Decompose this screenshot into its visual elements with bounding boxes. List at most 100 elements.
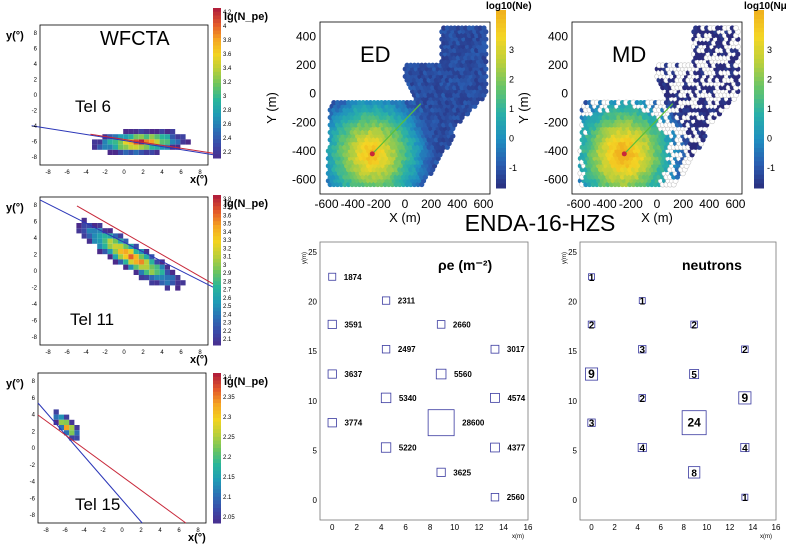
- heatmap-cell: [118, 249, 124, 255]
- heatmap-cell: [175, 134, 181, 140]
- colorbar-segment: [496, 103, 506, 109]
- detector-value-label: 3017: [507, 345, 525, 354]
- heatmap-cell: [112, 134, 118, 140]
- x-tick-label: -4: [83, 170, 89, 176]
- wfcta-plot-1: -8 -6 -4 -2 0 2 4 6 8 8 6 4 2 0 -2 -4 -6 -8 y(°) x(°) 4.2 4 3.…: [6, 8, 268, 186]
- heatmap-cell: [159, 275, 165, 281]
- x-tick-label: 2: [139, 528, 143, 534]
- colorbar-segment: [213, 71, 221, 76]
- colorbar-segment: [754, 103, 764, 109]
- heatmap-cell: [64, 430, 70, 436]
- colorbar-segment: [754, 121, 764, 127]
- heatmap-cell: [144, 259, 150, 265]
- colorbar-segment: [213, 247, 221, 252]
- detector-box: [490, 344, 500, 354]
- colorbar-segment: [213, 150, 221, 155]
- detector-value-label: 5340: [399, 394, 417, 403]
- y-tick-label: -4: [32, 124, 38, 130]
- plot-frame: [319, 241, 529, 521]
- colorbar-segment: [213, 384, 221, 389]
- x-tick-label: 6: [658, 523, 663, 532]
- colorbar-segment: [213, 341, 221, 346]
- detector-value-label: 2560: [507, 493, 525, 502]
- detector-point: [474, 25, 480, 31]
- heatmap-cell: [92, 233, 98, 239]
- colorbar-label: lg(N_pe): [224, 198, 268, 210]
- heatmap-cell: [102, 249, 108, 255]
- heatmap-cell: [133, 254, 139, 260]
- heatmap-cell: [144, 269, 150, 275]
- heatmap-cell: [102, 144, 108, 150]
- y-tick-label: 0: [561, 87, 568, 101]
- colorbar-segment: [213, 255, 221, 260]
- x-tick-label: 14: [748, 523, 757, 532]
- heatmap-cell: [81, 223, 87, 229]
- y-tick-label: -6: [32, 140, 38, 146]
- x-tick-label: -8: [45, 170, 51, 176]
- y-tick-label: 0: [34, 93, 38, 99]
- colorbar-segment: [213, 496, 221, 501]
- colorbar-segment: [213, 202, 221, 207]
- colorbar-segment: [496, 63, 506, 69]
- x-tick-label: 0: [120, 528, 124, 534]
- colorbar-segment: [496, 50, 506, 55]
- colorbar-segment: [213, 232, 221, 237]
- detector-point: [455, 25, 461, 31]
- md-plot: -600 -400 -200 0 200 400 6004002000-200-400-60…: [516, 1, 786, 225]
- heatmap-cell: [102, 233, 108, 239]
- colorbar-tick-label: 3.6: [223, 52, 232, 58]
- x-tick-label: 2: [612, 523, 617, 532]
- colorbar-segment: [496, 134, 506, 140]
- detector-point: [393, 99, 399, 106]
- y-tick-label: 0: [573, 496, 578, 505]
- colorbar-segment: [754, 116, 764, 122]
- wfcta-panel-1: -8 -6 -4 -2 0 2 4 6 8 8 6 4 2 0 -2 -4 -6 -8 y(°) x(°) 4.2 4 3.…: [0, 0, 270, 186]
- colorbar-segment: [496, 107, 506, 113]
- detector-box: [381, 296, 391, 305]
- colorbar-segment: [213, 101, 221, 106]
- detector-box: [380, 392, 392, 404]
- heatmap-cell: [128, 149, 134, 155]
- detector-point: [426, 62, 432, 68]
- colorbar-segment: [496, 85, 506, 91]
- detector-point: [349, 99, 355, 106]
- y-tick-label: 20: [568, 298, 577, 307]
- heatmap-cell: [107, 249, 113, 255]
- heatmap-cell: [180, 139, 186, 145]
- y-tick-label: 6: [32, 396, 36, 402]
- colorbar-tick-label: 2.1: [223, 495, 232, 501]
- y-tick-label: 15: [308, 347, 317, 356]
- colorbar-segment: [496, 179, 506, 185]
- colorbar-segment: [213, 60, 221, 65]
- heatmap-cell: [138, 275, 144, 281]
- colorbar-segment: [754, 170, 764, 176]
- heatmap-cell: [133, 269, 139, 275]
- x-axis-label: X (m): [641, 210, 673, 225]
- y-tick-label: 15: [568, 347, 577, 356]
- colorbar-segment: [213, 519, 221, 524]
- colorbar-segment: [496, 170, 506, 176]
- x-tick-label: 4: [158, 528, 162, 534]
- wfcta-plot-2: -8 -6 -4 -2 0 2 4 6 8 8 6 4 2 0 -2 -4 -6 -8 y(°) x(°) 3.8 3.7…: [6, 195, 268, 366]
- y-axis-label: y(°): [6, 202, 24, 214]
- x-tick-label: -400: [593, 197, 617, 211]
- detector-point: [404, 99, 410, 106]
- colorbar-segment: [496, 67, 506, 73]
- heatmap-cell: [164, 285, 170, 291]
- detector-point: [360, 99, 366, 106]
- x-tick-label: 8: [196, 528, 200, 534]
- colorbar-segment: [213, 273, 221, 278]
- neutron-count-label: 2: [742, 345, 748, 356]
- colorbar-segment: [213, 79, 221, 84]
- colorbar-segment: [213, 68, 221, 73]
- x-tick-label: 12: [475, 523, 484, 532]
- y-tick-label: 10: [568, 397, 577, 406]
- blue-axis-line: [37, 402, 143, 524]
- colorbar-tick-label: 1: [767, 104, 772, 114]
- shower-core-marker: [369, 151, 375, 157]
- heatmap-cell: [144, 254, 150, 260]
- neutron-count-label: 2: [691, 320, 697, 331]
- detector-value-label: 2497: [398, 345, 416, 354]
- heatmap-cell: [118, 238, 124, 244]
- heatmap-cell: [138, 254, 144, 260]
